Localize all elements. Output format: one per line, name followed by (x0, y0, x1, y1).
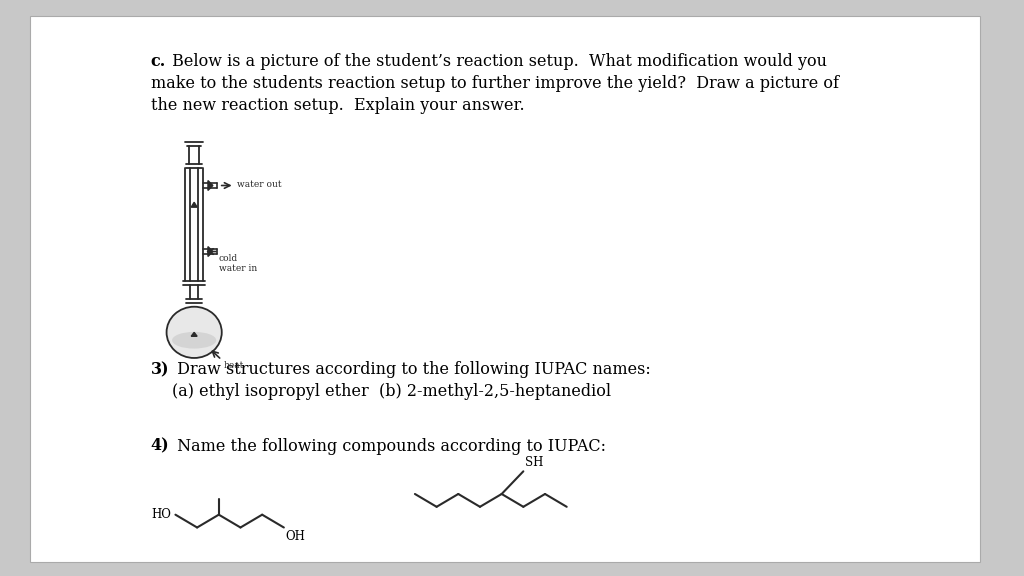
Text: (a) ethyl isopropyl ether  (b) 2-methyl-2,5-heptanediol: (a) ethyl isopropyl ether (b) 2-methyl-2… (172, 382, 611, 400)
Text: SH: SH (525, 456, 544, 469)
Text: HO: HO (152, 508, 171, 521)
Text: OH: OH (286, 530, 306, 543)
Polygon shape (191, 332, 197, 336)
Text: Draw structures according to the following IUPAC names:: Draw structures according to the followi… (172, 361, 651, 378)
Text: water out: water out (237, 180, 282, 189)
Text: make to the students reaction setup to further improve the yield?  Draw a pictur: make to the students reaction setup to f… (151, 75, 839, 92)
Ellipse shape (167, 307, 222, 358)
Text: 3): 3) (151, 361, 169, 378)
Text: c.: c. (151, 54, 166, 70)
Text: the new reaction setup.  Explain your answer.: the new reaction setup. Explain your ans… (151, 97, 524, 114)
Text: Name the following compounds according to IUPAC:: Name the following compounds according t… (172, 438, 606, 455)
Polygon shape (208, 247, 213, 256)
Polygon shape (208, 180, 213, 191)
Polygon shape (191, 202, 197, 207)
Text: Below is a picture of the student’s reaction setup.  What modification would you: Below is a picture of the student’s reac… (167, 54, 826, 70)
Text: cold
water in: cold water in (219, 253, 257, 273)
Text: heat: heat (223, 361, 244, 370)
Ellipse shape (172, 332, 216, 348)
Text: 4): 4) (151, 438, 169, 455)
